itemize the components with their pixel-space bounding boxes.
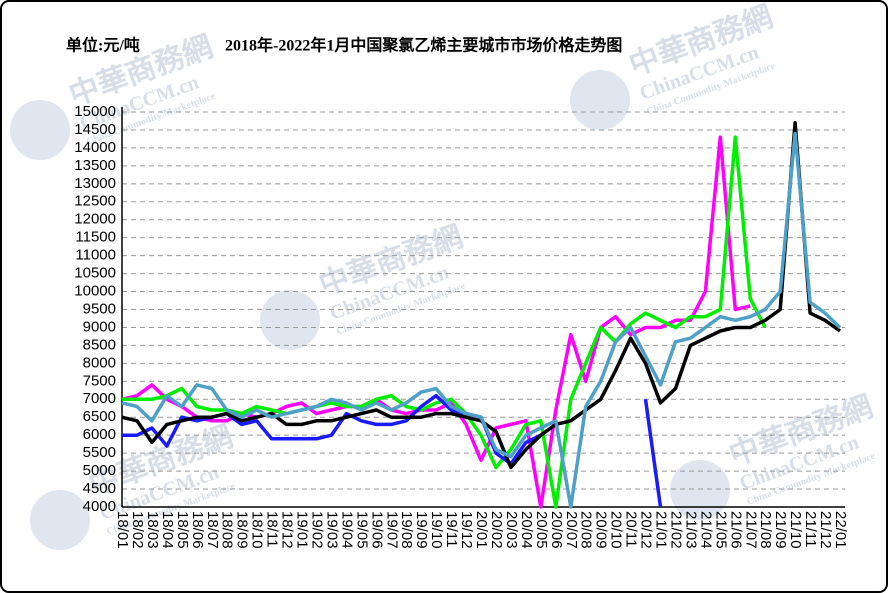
x-tick-label: 19/01 — [294, 511, 311, 549]
y-tick-label: 6000 — [83, 426, 116, 443]
y-tick-label: 7000 — [83, 390, 116, 407]
x-tick-label: 18/11 — [264, 511, 281, 547]
y-tick-label: 4500 — [83, 480, 116, 497]
x-tick-label: 18/09 — [234, 511, 251, 549]
x-tick-label: 20/08 — [578, 511, 595, 549]
x-tick-label: 20/09 — [593, 511, 610, 549]
y-tick-label: 9000 — [83, 318, 116, 335]
x-tick-label: 20/07 — [563, 511, 580, 549]
x-tick-label: 20/05 — [533, 511, 550, 549]
x-tick-label: 19/12 — [458, 511, 475, 549]
x-tick-label: 22/01 — [832, 511, 849, 549]
x-tick-label: 19/06 — [368, 511, 385, 549]
y-tick-label: 14000 — [74, 139, 116, 156]
y-tick-label: 7500 — [83, 372, 116, 389]
x-tick-label: 20/03 — [503, 511, 520, 549]
unit-label: 单位:元/吨 — [66, 36, 140, 55]
y-tick-label: 5000 — [83, 462, 116, 479]
y-tick-label: 11000 — [75, 247, 116, 264]
x-tick-label: 19/02 — [308, 511, 325, 549]
x-tick-label: 21/12 — [817, 511, 834, 549]
x-tick-label: 18/04 — [159, 511, 176, 549]
x-tick-label: 21/01 — [653, 511, 670, 549]
x-tick-label: 20/01 — [473, 511, 490, 549]
y-tick-label: 13000 — [74, 175, 116, 192]
y-tick-label: 15000 — [74, 103, 116, 120]
y-tick-label: 9500 — [83, 300, 116, 317]
x-tick-label: 21/03 — [682, 511, 699, 549]
y-tick-label: 5500 — [83, 444, 116, 461]
y-tick-label: 13500 — [74, 157, 116, 174]
y-tick-label: 6500 — [83, 408, 116, 425]
x-tick-label: 18/02 — [129, 511, 146, 549]
y-tick-label: 10500 — [74, 265, 116, 282]
x-tick-label: 18/03 — [144, 511, 161, 549]
x-tick-label: 19/05 — [353, 511, 370, 549]
watermark-globe — [570, 70, 630, 130]
x-tick-label: 18/10 — [249, 511, 266, 549]
x-tick-label: 21/08 — [757, 511, 774, 549]
chart-title: 2018年-2022年1月中国聚氯乙烯主要城市市场价格走势图 — [225, 36, 622, 55]
y-tick-label: 14500 — [74, 121, 116, 138]
x-tick-label: 19/10 — [428, 511, 445, 549]
x-tick-label: 21/11 — [802, 511, 819, 547]
x-tick-label: 21/06 — [727, 511, 744, 549]
x-tick-label: 18/01 — [114, 511, 131, 549]
x-tick-label: 20/06 — [548, 511, 565, 549]
y-tick-label: 8000 — [83, 354, 116, 371]
x-tick-label: 21/05 — [712, 511, 729, 549]
y-tick-label: 8500 — [83, 336, 116, 353]
y-tick-label: 11500 — [75, 229, 116, 246]
x-tick-label: 19/07 — [383, 511, 400, 549]
watermark-globe — [30, 490, 90, 550]
x-tick-label: 20/12 — [638, 511, 655, 549]
x-tick-label: 18/06 — [189, 511, 206, 549]
x-tick-label: 19/08 — [398, 511, 415, 549]
watermark-globe — [10, 100, 70, 160]
x-tick-label: 18/05 — [174, 511, 191, 549]
x-tick-label: 20/10 — [608, 511, 625, 549]
x-tick-label: 19/09 — [413, 511, 430, 549]
x-tick-label: 19/04 — [338, 511, 355, 549]
x-tick-label: 21/04 — [697, 511, 714, 549]
x-tick-label: 20/04 — [518, 511, 535, 549]
x-tick-label: 21/10 — [787, 511, 804, 549]
y-tick-label: 4000 — [83, 498, 116, 515]
watermark-globe — [670, 460, 730, 520]
x-tick-label: 21/07 — [742, 511, 759, 549]
watermark-globe — [260, 290, 320, 350]
y-tick-label: 12000 — [74, 211, 116, 228]
y-tick-label: 12500 — [74, 193, 116, 210]
x-tick-label: 20/11 — [623, 511, 640, 547]
x-tick-label: 18/12 — [279, 511, 296, 549]
x-tick-label: 21/02 — [667, 511, 684, 549]
y-tick-label: 10000 — [74, 283, 116, 300]
x-tick-label: 18/07 — [204, 511, 221, 549]
x-tick-label: 19/03 — [323, 511, 340, 549]
x-tick-label: 18/08 — [219, 511, 236, 549]
x-tick-label: 21/09 — [772, 511, 789, 549]
series-line — [121, 131, 842, 509]
x-tick-label: 20/02 — [488, 511, 505, 549]
series-line — [121, 135, 751, 509]
x-tick-label: 19/11 — [443, 511, 460, 547]
